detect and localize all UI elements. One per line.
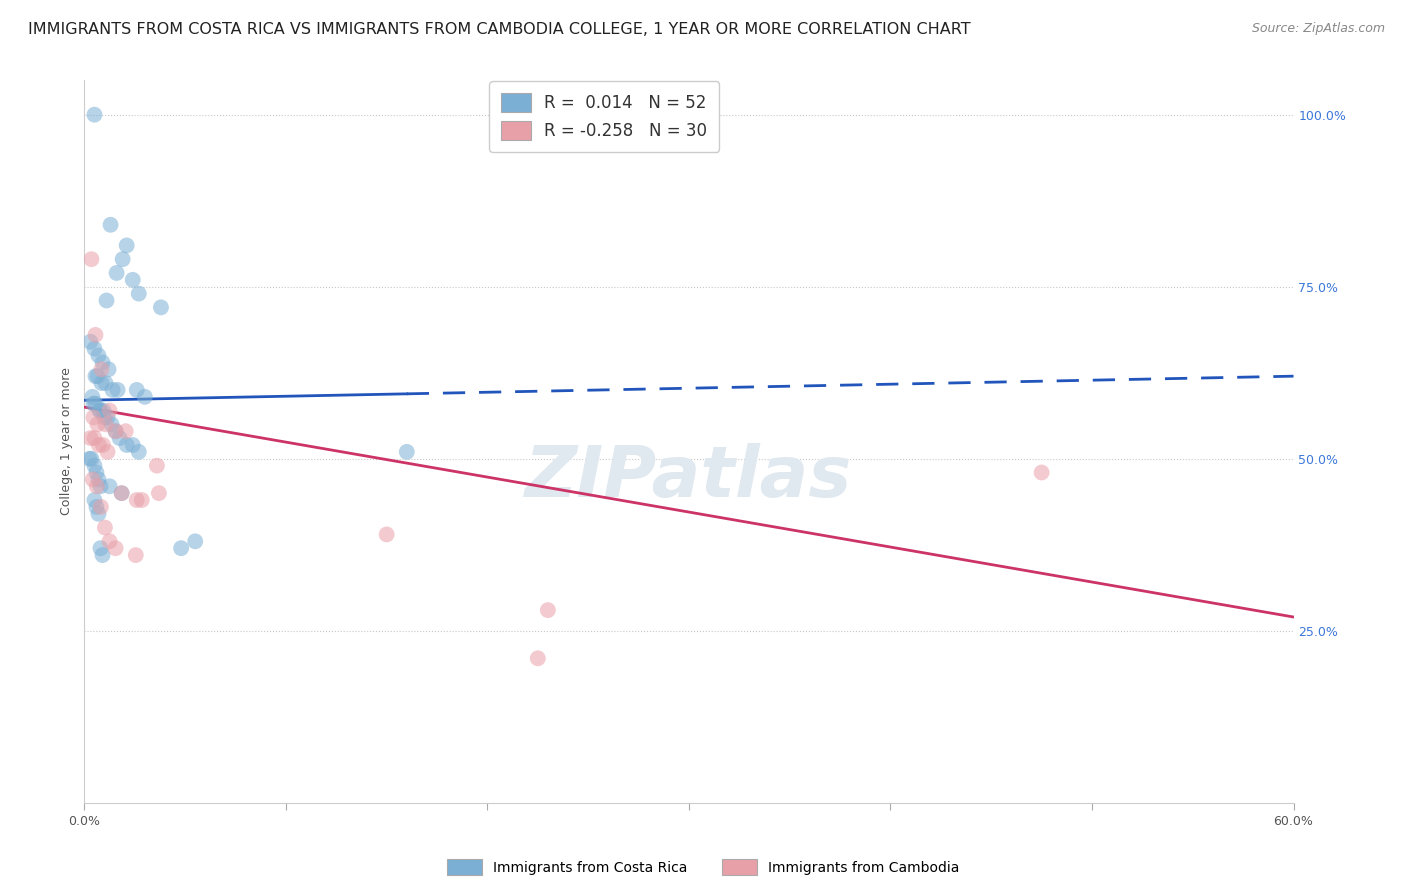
Text: ZIPatlas: ZIPatlas [526, 443, 852, 512]
Y-axis label: College, 1 year or more: College, 1 year or more [60, 368, 73, 516]
Point [87, 349, 110, 363]
Point [84, 327, 107, 342]
Point [93, 403, 115, 417]
Point [86, 417, 108, 432]
Point [91, 355, 114, 369]
Point [82, 390, 104, 404]
Point [90, 500, 112, 514]
Point [375, 527, 398, 541]
Point [104, 424, 127, 438]
Point [90, 376, 112, 390]
Point [115, 238, 138, 252]
Point [108, 431, 131, 445]
Point [527, 651, 550, 665]
Point [537, 603, 560, 617]
Point [91, 548, 114, 562]
Point [100, 218, 122, 232]
Point [101, 383, 124, 397]
Point [128, 445, 150, 459]
Point [80, 252, 103, 267]
Point [131, 493, 153, 508]
Point [79, 431, 101, 445]
Point [170, 541, 193, 556]
Point [111, 252, 134, 267]
Point [107, 383, 129, 397]
Point [149, 301, 172, 315]
Point [94, 417, 117, 432]
Point [87, 438, 110, 452]
Point [105, 266, 128, 280]
Point [111, 486, 134, 500]
Point [114, 424, 136, 438]
Point [104, 424, 127, 438]
Point [121, 438, 143, 452]
Point [87, 507, 110, 521]
Point [97, 362, 120, 376]
Point [82, 472, 104, 486]
Point [79, 334, 101, 349]
Point [184, 534, 207, 549]
Point [146, 458, 169, 473]
Point [96, 445, 118, 459]
Point [82, 410, 104, 425]
Point [125, 493, 148, 508]
Point [125, 548, 148, 562]
Legend: Immigrants from Costa Rica, Immigrants from Cambodia: Immigrants from Costa Rica, Immigrants f… [441, 854, 965, 880]
Point [96, 410, 118, 425]
Point [134, 390, 156, 404]
Point [94, 376, 117, 390]
Point [86, 500, 108, 514]
Text: Source: ZipAtlas.com: Source: ZipAtlas.com [1251, 22, 1385, 36]
Point [80, 451, 103, 466]
Point [89, 403, 111, 417]
Point [96, 293, 118, 308]
Point [86, 369, 108, 384]
Point [84, 369, 107, 384]
Point [91, 438, 114, 452]
Point [89, 479, 111, 493]
Point [84, 397, 107, 411]
Point [111, 486, 134, 500]
Point [89, 403, 111, 417]
Point [93, 410, 115, 425]
Point [82, 397, 104, 411]
Point [86, 466, 108, 480]
Point [1031, 466, 1053, 480]
Point [148, 486, 170, 500]
Point [115, 438, 138, 452]
Point [86, 479, 108, 493]
Point [83, 458, 105, 473]
Point [89, 541, 111, 556]
Point [83, 493, 105, 508]
Point [87, 472, 110, 486]
Point [395, 445, 418, 459]
Point [128, 286, 150, 301]
Point [125, 383, 148, 397]
Point [98, 534, 121, 549]
Point [121, 273, 143, 287]
Point [83, 342, 105, 356]
Point [98, 403, 121, 417]
Point [90, 362, 112, 376]
Point [83, 108, 105, 122]
Point [104, 541, 127, 556]
Text: IMMIGRANTS FROM COSTA RICA VS IMMIGRANTS FROM CAMBODIA COLLEGE, 1 YEAR OR MORE C: IMMIGRANTS FROM COSTA RICA VS IMMIGRANTS… [28, 22, 970, 37]
Point [100, 417, 122, 432]
Point [83, 431, 105, 445]
Point [79, 451, 101, 466]
Point [98, 479, 121, 493]
Legend: R =  0.014   N = 52, R = -0.258   N = 30: R = 0.014 N = 52, R = -0.258 N = 30 [489, 81, 718, 152]
Point [94, 520, 117, 534]
